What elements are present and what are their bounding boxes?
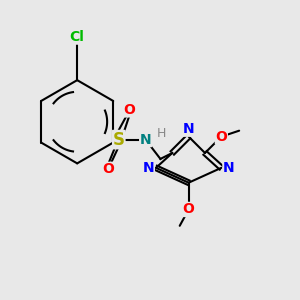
Text: O: O	[183, 202, 195, 216]
Text: O: O	[215, 130, 227, 144]
Text: N: N	[183, 122, 194, 136]
Text: N: N	[223, 161, 235, 175]
Text: N: N	[140, 133, 152, 147]
Text: S: S	[113, 130, 125, 148]
Text: H: H	[157, 127, 167, 140]
Text: O: O	[103, 162, 114, 176]
Text: Cl: Cl	[70, 30, 85, 44]
Text: O: O	[123, 103, 135, 117]
Text: N: N	[143, 161, 154, 175]
